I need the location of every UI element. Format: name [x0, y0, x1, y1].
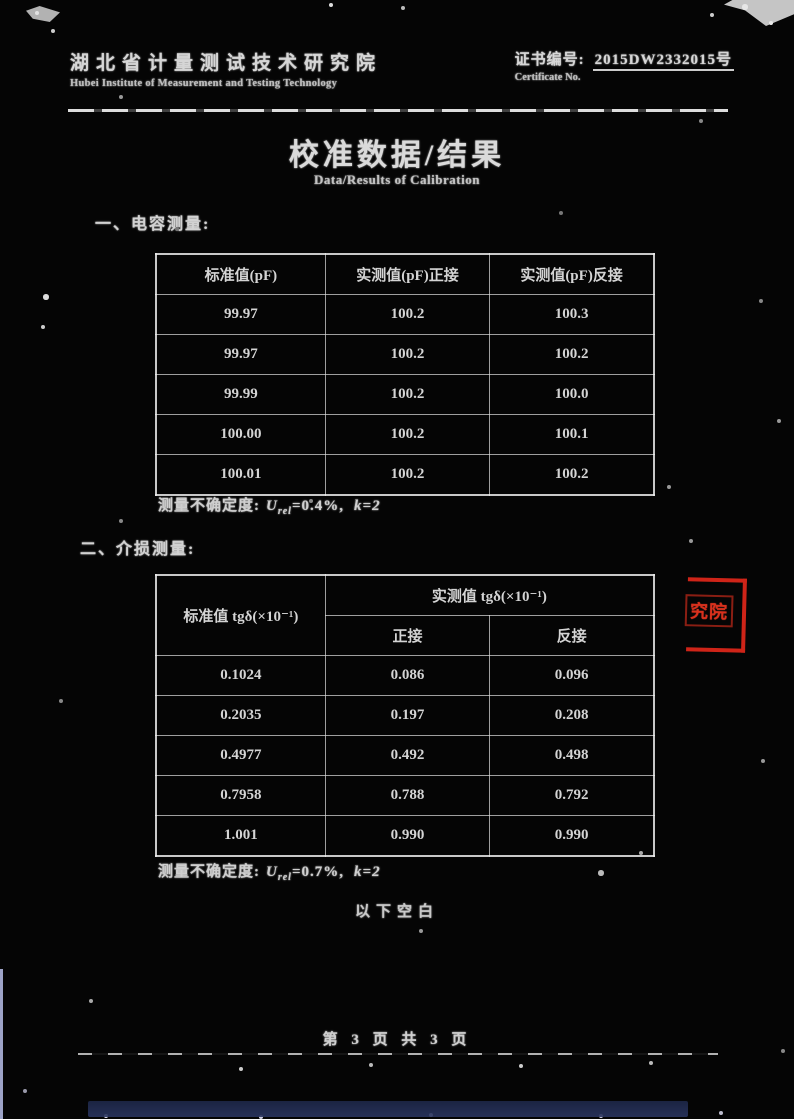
certificate-header: 湖北省计量测试技术研究院 Hubei Institute of Measurem… — [70, 48, 734, 89]
table-row: 0.7958 0.788 0.792 — [155, 775, 655, 816]
cell-standard: 0.2035 — [155, 695, 326, 736]
uncertainty-label: 测量不确定度: — [158, 864, 260, 880]
cell-forward: 0.788 — [324, 775, 491, 816]
section-capacitance-heading: 一、电容测量: — [95, 216, 211, 233]
cell-reverse: 0.990 — [489, 815, 655, 857]
table-row: 1.001 0.990 0.990 — [155, 815, 655, 857]
page-title-en: Data/Results of Calibration — [314, 172, 480, 187]
cell-forward: 100.2 — [324, 334, 491, 375]
cell-reverse: 0.498 — [489, 735, 655, 776]
certificate-number-label-en: Certificate No. — [514, 72, 581, 83]
cell-standard: 99.97 — [155, 334, 326, 375]
cell-reverse: 0.792 — [489, 775, 655, 816]
table-row: 0.1024 0.086 0.096 — [155, 655, 655, 696]
issuer-name-zh: 湖北省计量测试技术研究院 — [70, 53, 383, 74]
section-dielectric-loss-heading: 二、介损测量: — [80, 541, 196, 558]
coverage-factor: k=2 — [354, 498, 381, 514]
certificate-number-line: 证书编号: 2015DW2332015号 — [514, 48, 734, 71]
cell-standard: 99.97 — [155, 294, 326, 335]
uncertainty-value: =0.7%, — [291, 864, 345, 880]
table-row: 0.4977 0.492 0.498 — [155, 735, 655, 776]
official-seal-partial: 究院 — [684, 577, 747, 653]
scan-noise-speckles — [0, 0, 2, 2]
table-header-row: 标准值 tgδ(×10⁻¹) 实测值 tgδ(×10⁻¹) — [155, 574, 655, 656]
header-divider — [68, 109, 728, 112]
page-title-zh: 校准数据/结果 — [288, 139, 506, 172]
uncertainty-value: =0.4%, — [291, 498, 345, 514]
col-header-standard-tgd: 标准值 tgδ(×10⁻¹) — [155, 574, 326, 656]
cell-forward: 100.2 — [324, 374, 491, 415]
scan-edge-tear-top-left — [26, 6, 60, 22]
col-header-measured-reverse: 实测值(pF)反接 — [489, 253, 655, 295]
table-row: 99.97 100.2 100.3 — [155, 294, 655, 335]
cell-reverse: 100.2 — [489, 454, 655, 496]
cell-standard: 0.4977 — [155, 735, 326, 776]
uncertainty-subscript: rel — [277, 872, 292, 883]
table-subheader-row: 正接 反接 — [156, 615, 655, 656]
cell-standard: 1.001 — [155, 815, 326, 857]
cell-standard: 100.01 — [155, 454, 326, 496]
uncertainty-label: 测量不确定度: — [158, 498, 260, 514]
table-row: 99.99 100.2 100.0 — [155, 374, 655, 415]
cell-reverse: 0.096 — [489, 655, 655, 696]
seal-text: 究院 — [684, 594, 734, 628]
cell-standard: 0.1024 — [155, 655, 326, 696]
cell-standard: 99.99 — [155, 374, 326, 415]
col-subheader-forward: 正接 — [324, 615, 491, 656]
coverage-factor: k=2 — [354, 864, 381, 880]
blank-below-note: 以下空白 — [354, 904, 439, 920]
table-header-row: 标准值(pF) 实测值(pF)正接 实测值(pF)反接 — [155, 253, 655, 295]
certificate-number-value: 2015DW2332015号 — [592, 52, 734, 71]
certificate-number-block: 证书编号: 2015DW2332015号 Certificate No. — [515, 48, 734, 89]
cell-forward: 0.086 — [324, 655, 491, 696]
uncertainty-subscript: rel — [277, 506, 292, 517]
cell-reverse: 100.3 — [489, 294, 655, 335]
issuer-block: 湖北省计量测试技术研究院 Hubei Institute of Measurem… — [70, 48, 382, 89]
uncertainty-note-dielectric-loss: 测量不确定度: Urel=0.7%, k=2 — [158, 860, 381, 883]
uncertainty-symbol: U — [266, 864, 278, 880]
cell-reverse: 0.208 — [489, 695, 655, 736]
capacitance-table: 标准值(pF) 实测值(pF)正接 实测值(pF)反接 99.97 100.2 … — [155, 253, 655, 496]
col-header-measured-forward: 实测值(pF)正接 — [324, 253, 491, 295]
dielectric-loss-table: 标准值 tgδ(×10⁻¹) 实测值 tgδ(×10⁻¹) 正接 反接 0.10… — [155, 574, 655, 857]
issuer-name-en: Hubei Institute of Measurement and Testi… — [70, 78, 338, 89]
page-number: 第 3 页 共 3 页 — [322, 1032, 472, 1048]
col-header-measured-tgd: 实测值 tgδ(×10⁻¹) — [324, 574, 655, 616]
cell-forward: 100.2 — [324, 454, 491, 496]
cell-forward: 0.990 — [324, 815, 491, 857]
cell-forward: 0.197 — [324, 695, 491, 736]
table-row: 100.00 100.2 100.1 — [155, 414, 655, 455]
uncertainty-note-capacitance: 测量不确定度: Urel=0.4%, k=2 — [158, 494, 381, 517]
col-header-standard-value: 标准值(pF) — [155, 253, 326, 295]
cell-reverse: 100.0 — [489, 374, 655, 415]
cell-reverse: 100.1 — [489, 414, 655, 455]
footer-divider — [78, 1053, 718, 1055]
table-row: 0.2035 0.197 0.208 — [155, 695, 655, 736]
scan-artifact-bottom-band — [88, 1101, 688, 1117]
cell-forward: 0.492 — [324, 735, 491, 776]
uncertainty-symbol: U — [266, 498, 278, 514]
table-row: 99.97 100.2 100.2 — [155, 334, 655, 375]
scan-artifact-left-edge — [0, 969, 3, 1119]
certificate-number-label-zh: 证书编号: — [514, 52, 585, 68]
cell-standard: 100.00 — [155, 414, 326, 455]
table-row: 100.01 100.2 100.2 — [155, 454, 655, 496]
cell-forward: 100.2 — [324, 414, 491, 455]
col-subheader-reverse: 反接 — [489, 615, 655, 656]
cell-standard: 0.7958 — [155, 775, 326, 816]
cell-forward: 100.2 — [324, 294, 491, 335]
cell-reverse: 100.2 — [489, 334, 655, 375]
